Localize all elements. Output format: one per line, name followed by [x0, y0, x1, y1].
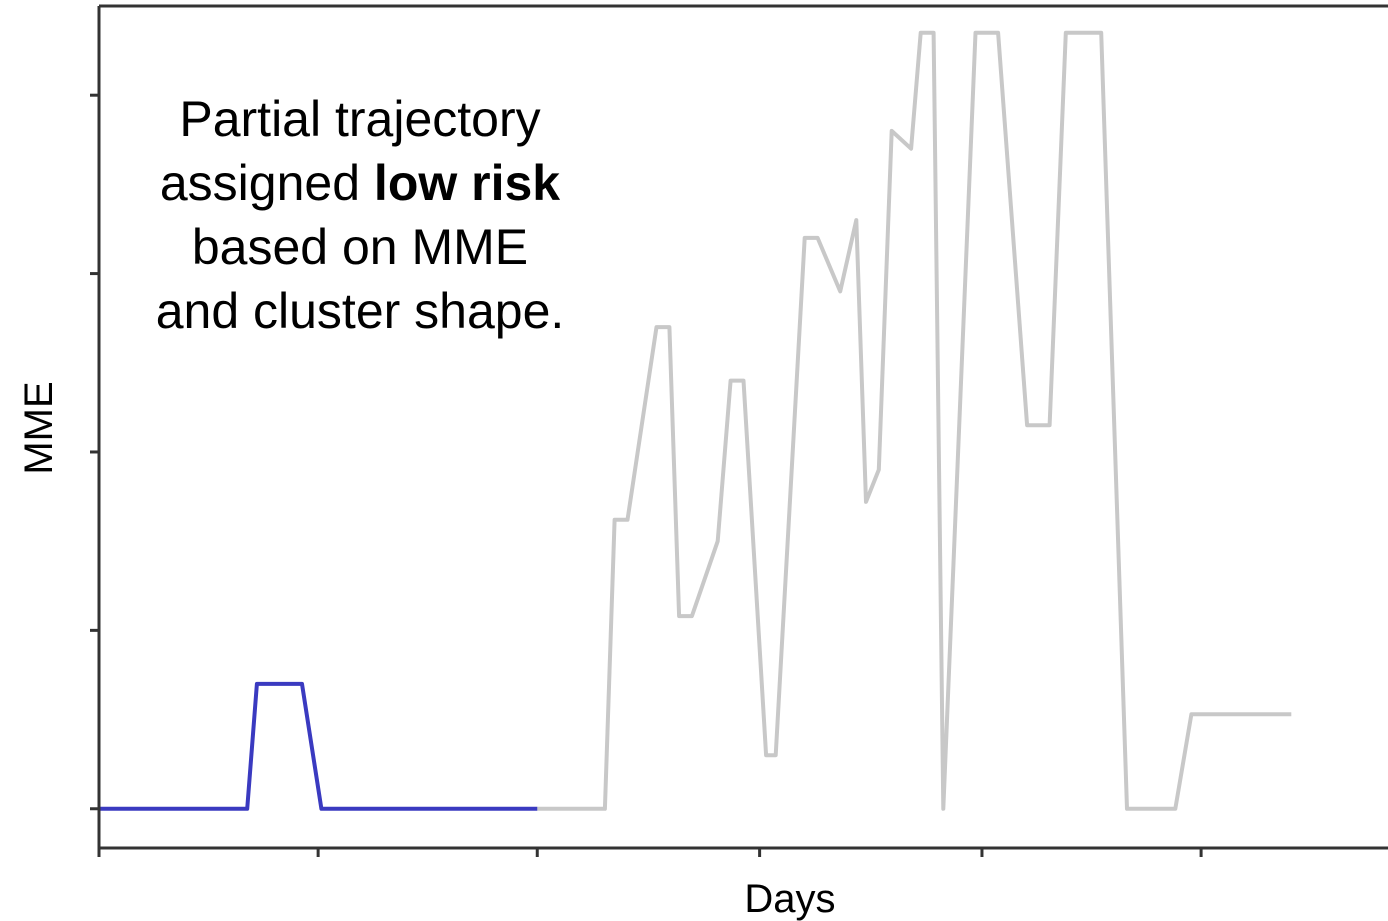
annotation-line: based on MME — [192, 219, 528, 275]
observed-trajectory-line — [99, 681, 538, 811]
annotation-line: assigned — [160, 155, 374, 211]
series-layer — [99, 30, 1292, 811]
y-axis-label: MME — [17, 381, 61, 474]
annotation-text: Partial trajectory assigned low risk based… — [156, 91, 565, 339]
y-tick-layer — [90, 93, 99, 811]
x-tick-layer — [97, 848, 1203, 857]
full-trajectory-line — [537, 30, 1292, 811]
annotation-line: and cluster shape. — [156, 283, 565, 339]
x-axis-label: Days — [744, 877, 835, 921]
annotation-line: Partial trajectory — [179, 91, 540, 147]
annotation-emphasis: low risk — [374, 155, 560, 211]
